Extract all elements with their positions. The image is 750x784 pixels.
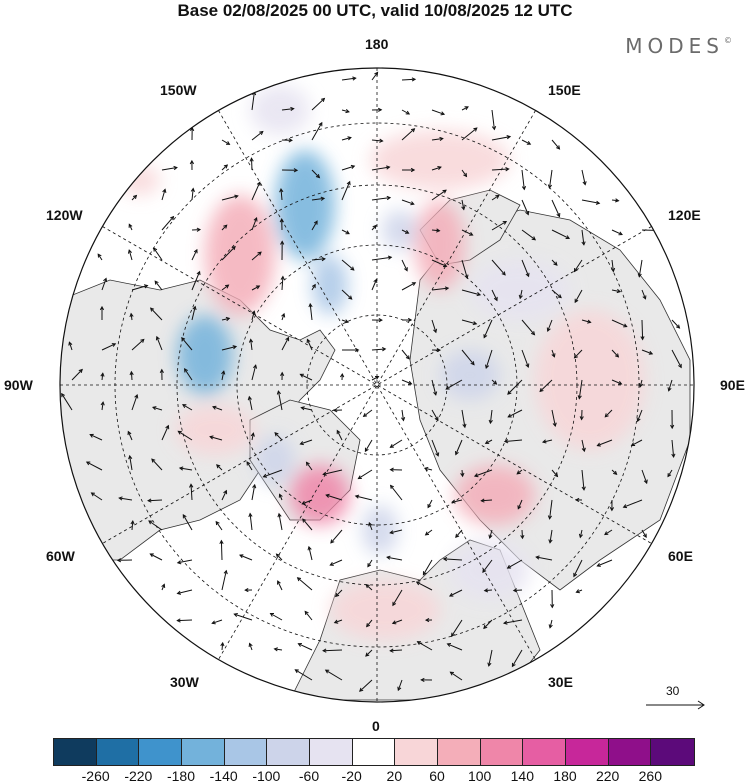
- lon-label-90e: 90E: [720, 377, 745, 393]
- colorbar-tick-label: 100: [468, 768, 491, 784]
- polar-map: [0, 0, 750, 735]
- wind-vector-head: [657, 229, 660, 232]
- colorbar-swatch: [566, 739, 609, 765]
- lon-label-150e: 150E: [548, 82, 581, 98]
- colorbar-swatch: [310, 739, 353, 765]
- colorbar-tick-label: 60: [429, 768, 445, 784]
- colorbar-tick-label: 20: [387, 768, 403, 784]
- colorbar-swatch: [523, 739, 566, 765]
- lon-label-180: 180: [365, 36, 388, 52]
- anomaly-blob: [250, 85, 310, 135]
- lon-label-30e: 30E: [548, 674, 573, 690]
- colorbar-tick-label: 220: [596, 768, 619, 784]
- colorbar-swatch: [182, 739, 225, 765]
- wind-vector: [148, 500, 162, 501]
- colorbar-swatch: [481, 739, 524, 765]
- colorbar-swatch: [609, 739, 652, 765]
- colorbar-swatch: [353, 739, 396, 765]
- anomaly-blob: [440, 350, 500, 400]
- colorbar-swatch: [651, 739, 694, 765]
- colorbar-tick-label: 180: [553, 768, 576, 784]
- colorbar-tick-label: -140: [210, 768, 238, 784]
- colorbar-swatch: [438, 739, 481, 765]
- wind-vector: [323, 650, 342, 651]
- colorbar-tick-label: -220: [124, 768, 152, 784]
- anomaly-blob: [470, 260, 570, 320]
- colorbar-tick-label: -20: [342, 768, 362, 784]
- anomaly-blob: [205, 195, 275, 315]
- colorbar-swatch: [139, 739, 182, 765]
- wind-vector: [642, 320, 643, 340]
- lon-label-60w: 60W: [46, 548, 75, 564]
- lon-label-0: 0: [372, 718, 380, 734]
- wind-vector: [221, 541, 222, 560]
- anomaly-blob: [255, 435, 295, 485]
- anomaly-blob: [450, 540, 530, 600]
- wind-vector: [177, 620, 192, 621]
- anomaly-blob: [382, 210, 418, 250]
- anomaly-blob: [312, 255, 348, 315]
- anomaly-blob: [330, 580, 440, 640]
- reference-vector: [646, 683, 706, 733]
- lon-label-120w: 120W: [46, 207, 83, 223]
- colorbar-tick-label: -260: [82, 768, 110, 784]
- colorbar-tick-label: -100: [252, 768, 280, 784]
- anomaly-blob: [290, 465, 350, 525]
- lon-label-90w: 90W: [4, 377, 33, 393]
- wind-vector: [402, 79, 415, 80]
- colorbar-tick-label: -180: [167, 768, 195, 784]
- colorbar-swatch: [395, 739, 438, 765]
- colorbar-ticks: -260 -220 -180 -140 -100 -60 -20 20 60 100 140 180 2…: [53, 768, 693, 784]
- lon-label-60e: 60E: [668, 548, 693, 564]
- colorbar-tick-label: -60: [299, 768, 319, 784]
- colorbar-tick-label: 140: [511, 768, 534, 784]
- colorbar-swatch: [225, 739, 268, 765]
- colorbar-swatch: [54, 739, 97, 765]
- lon-label-30w: 30W: [170, 674, 199, 690]
- colorbar-swatch: [267, 739, 310, 765]
- anomaly-blob: [362, 505, 398, 555]
- anomaly-blob: [415, 200, 465, 290]
- colorbar-swatch: [97, 739, 140, 765]
- lon-label-120e: 120E: [668, 207, 701, 223]
- anomaly-blob: [455, 465, 535, 525]
- anomaly-blob: [275, 150, 335, 260]
- colorbar-tick-label: 260: [639, 768, 662, 784]
- lon-label-150w: 150W: [160, 82, 197, 98]
- colorbar: [53, 738, 695, 766]
